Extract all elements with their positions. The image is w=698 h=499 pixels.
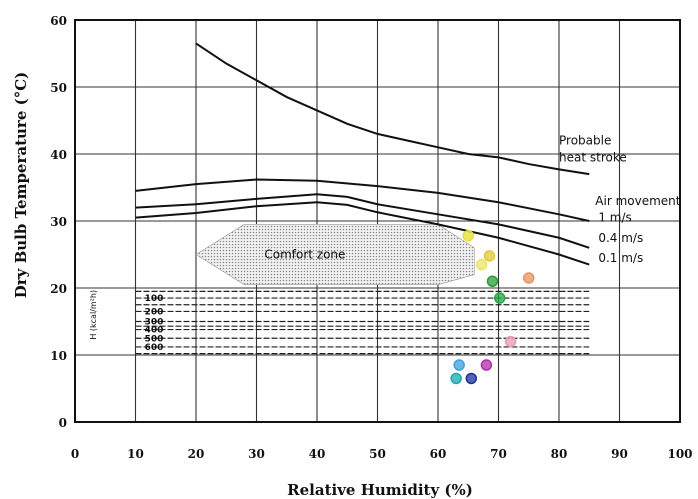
y-tick-label: 10 xyxy=(50,349,67,363)
metabolic-label: 400 xyxy=(145,326,164,336)
y-tick-label: 50 xyxy=(50,81,67,95)
series-line xyxy=(135,178,590,222)
metabolic-label: 500 xyxy=(145,334,164,344)
data-point xyxy=(493,292,506,304)
x-axis-title: Relative Humidity (%) xyxy=(287,481,473,499)
data-point xyxy=(504,335,517,348)
metabolic-label: 300 xyxy=(145,318,164,328)
comfort-zone: Comfort zone xyxy=(195,224,475,285)
x-tick-label: 40 xyxy=(309,447,326,461)
metabolic-axis-label: H (kcal/m²h) xyxy=(89,290,98,340)
data-point xyxy=(480,359,493,371)
data-point xyxy=(465,372,478,385)
air-speed-label: 0.4 m/s xyxy=(598,231,643,245)
data-point xyxy=(523,272,535,284)
plot-frame xyxy=(74,19,681,423)
x-tick-label: 80 xyxy=(551,447,568,461)
y-axis-title: Dry Bulb Temperature (°C) xyxy=(12,72,30,299)
observation-points xyxy=(450,229,535,385)
series-lines xyxy=(135,42,590,266)
x-tick-label: 70 xyxy=(490,447,507,461)
heat-stroke-label-line2: heat stroke xyxy=(559,150,627,164)
series-line xyxy=(135,193,590,249)
x-tick-label: 20 xyxy=(188,447,205,461)
y-tick-label: 0 xyxy=(59,416,67,430)
air-speed-label: 0.1 m/s xyxy=(598,251,643,265)
comfort-zone-label: Comfort zone xyxy=(264,248,345,262)
series-line xyxy=(135,201,590,266)
air-speed-label: 1 m/s xyxy=(598,211,631,225)
data-point xyxy=(453,359,465,371)
metabolic-label: 200 xyxy=(145,307,164,317)
heat-stroke-label-line1: Probable xyxy=(559,134,611,148)
x-tick-label: 100 xyxy=(667,447,692,461)
comfort-zone-area xyxy=(195,224,475,285)
metabolic-label: 600 xyxy=(145,343,164,353)
annotations: Probable heat stroke Air movement 1 m/s 0.4 … xyxy=(559,134,681,265)
x-tick-label: 30 xyxy=(248,447,265,461)
y-tick-label: 60 xyxy=(50,14,67,28)
x-tick-label: 90 xyxy=(611,447,628,461)
plot-border xyxy=(74,19,681,423)
data-point xyxy=(475,258,488,271)
data-point xyxy=(483,250,496,262)
tick-labels: 0 10 20 30 40 50 60 70 80 90 100 0 10 20 30 40 50 60 xyxy=(50,14,692,461)
x-tick-label: 50 xyxy=(369,447,386,461)
x-tick-label: 0 xyxy=(71,447,79,461)
x-tick-label: 60 xyxy=(430,447,447,461)
data-point xyxy=(462,229,474,242)
x-tick-label: 10 xyxy=(127,447,144,461)
series-line xyxy=(195,42,590,176)
data-point xyxy=(486,275,499,288)
y-tick-label: 30 xyxy=(50,215,67,229)
air-movement-title: Air movement xyxy=(595,194,680,208)
metabolic-label: 100 xyxy=(145,294,164,304)
y-tick-label: 20 xyxy=(50,282,67,296)
data-point xyxy=(450,372,462,385)
y-tick-label: 40 xyxy=(50,148,67,162)
